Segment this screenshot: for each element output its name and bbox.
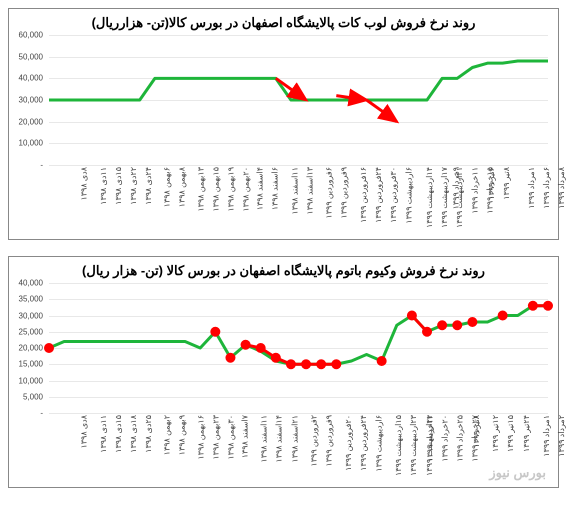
y-tick: 60,000 (19, 31, 43, 40)
y-tick: 35,000 (19, 295, 43, 304)
x-tick: ۸دی ۱۳۹۸ (80, 167, 89, 201)
x-tick: ۲فروردین ۱۳۹۹ (309, 415, 318, 467)
x-tick: ۱۱دی ۱۳۹۸ (99, 415, 108, 453)
x-tick: ۱۳خرداد ۱۳۹۹ (425, 415, 434, 462)
x-tick: ۲۴فروردین ۱۳۹۹ (374, 167, 383, 223)
y-tick: 20,000 (19, 344, 43, 353)
y-tick: 10,000 (19, 376, 43, 385)
x-tick: ۱۷اردیبهشت ۱۳۹۹ (440, 167, 449, 228)
x-tick: ۱۵بهمن ۱۳۹۸ (212, 167, 221, 212)
x-tick: ۲بهمن ۱۳۹۸ (162, 415, 171, 455)
x-tick: ۸بهمن ۱۳۹۸ (177, 167, 186, 207)
x-tick: ۲۴تیر ۱۳۹۹ (522, 415, 531, 452)
x-tick: ۴اسفند ۱۳۹۸ (256, 167, 265, 210)
x-tick: ۱۶بهمن ۱۳۹۸ (196, 415, 205, 460)
x-tick: ۶مرداد ۱۳۹۹ (541, 167, 550, 209)
y-tick: - (40, 409, 43, 418)
x-tick: ۷اسفند ۱۳۹۸ (241, 415, 250, 458)
x-tick: ۹فروردین ۱۳۹۹ (340, 167, 349, 219)
chart-1: روند نرخ فروش لوب کات پالایشگاه اصفهان د… (8, 8, 559, 240)
x-tick: ۱۵تیر ۱۳۹۹ (506, 415, 515, 452)
x-tick: ۶اردیبهشت ۱۳۹۹ (375, 415, 384, 472)
x-tick: ۱۲تیر ۱۳۹۹ (491, 415, 500, 452)
x-tick: ۲۴فروردین ۱۳۹۹ (359, 415, 368, 471)
y-tick: 40,000 (19, 279, 43, 288)
y-tick: 10,000 (19, 139, 43, 148)
y-tick: 40,000 (19, 74, 43, 83)
x-tick: ۲۵دی ۱۳۹۸ (144, 415, 153, 453)
x-tick: ۲۰فروردین ۱۳۹۹ (344, 415, 353, 471)
x-tick: ۲۲دی ۱۳۹۸ (129, 167, 138, 205)
chart-1-plot: -10,00020,00030,00040,00050,00060,000 (49, 35, 548, 165)
x-tick: ۱مرداد ۱۳۹۹ (541, 415, 550, 457)
y-tick: 15,000 (19, 360, 43, 369)
chart-2: روند نرخ فروش وکیوم باتوم پالایشگاه اصفه… (8, 256, 559, 488)
x-tick: ۳۰فروردین ۱۳۹۹ (389, 167, 398, 223)
chart-1-title: روند نرخ فروش لوب کات پالایشگاه اصفهان د… (15, 15, 552, 31)
x-tick: ۲۰خرداد ۱۳۹۹ (441, 415, 450, 462)
x-tick: ۱مرداد ۱۳۹۹ (526, 167, 535, 209)
y-tick: 20,000 (19, 117, 43, 126)
x-tick: ۸تیر ۱۳۹۹ (502, 167, 511, 200)
x-tick: ۸تیر ۱۳۹۹ (472, 415, 481, 448)
x-tick: ۱۶فروردین ۱۳۹۹ (359, 167, 368, 223)
x-tick: ۱۱اسفند ۱۳۹۸ (290, 167, 299, 215)
x-tick: ۸دی ۱۳۹۸ (80, 415, 89, 449)
x-tick: ۱۸دی ۱۳۹۸ (129, 415, 138, 453)
x-tick: ۲۳اردیبهشت ۱۳۹۹ (409, 415, 418, 476)
x-tick: ۱۳اسفند ۱۳۹۸ (305, 167, 314, 215)
x-tick: ۲مرداد ۱۳۹۹ (557, 415, 566, 457)
y-tick: 50,000 (19, 52, 43, 61)
x-tick: ۱۱دی ۱۳۹۸ (99, 167, 108, 205)
x-tick: ۹خرداد ۱۳۹۹ (451, 167, 460, 209)
x-tick: ۹بهمن ۱۳۹۸ (177, 415, 186, 455)
x-tick: ۱۱خرداد ۱۳۹۹ (471, 167, 480, 214)
y-tick: 25,000 (19, 327, 43, 336)
x-tick: ۱۵اردیبهشت ۱۳۹۹ (394, 415, 403, 476)
y-tick: - (40, 161, 43, 170)
chart-2-title: روند نرخ فروش وکیوم باتوم پالایشگاه اصفه… (15, 263, 552, 279)
chart-2-plot: -5,00010,00015,00020,00025,00030,00035,0… (49, 283, 548, 413)
x-tick: ۸مرداد ۱۳۹۹ (557, 167, 566, 209)
x-tick: ۶تیر ۱۳۹۹ (487, 167, 496, 200)
y-tick: 30,000 (19, 96, 43, 105)
x-tick: ۶اسفند ۱۳۹۸ (271, 167, 280, 210)
x-tick: ۶بهمن ۱۳۹۸ (162, 167, 171, 207)
x-tick: ۱۴اسفند ۱۳۹۸ (275, 415, 284, 463)
x-tick: ۱۱اسفند ۱۳۹۸ (260, 415, 269, 463)
y-tick: 30,000 (19, 311, 43, 320)
x-tick: ۶فروردین ۱۳۹۹ (324, 167, 333, 219)
x-tick: ۱۹بهمن ۱۳۹۸ (227, 167, 236, 212)
x-tick: ۲۳بهمن ۱۳۹۸ (212, 415, 221, 460)
x-tick: ۲۵خرداد ۱۳۹۹ (456, 415, 465, 462)
y-tick: 5,000 (23, 392, 43, 401)
x-tick: ۱۵دی ۱۳۹۸ (114, 167, 123, 205)
x-tick: ۱۵دی ۱۳۹۸ (114, 415, 123, 453)
x-tick: ۳۰بهمن ۱۳۹۸ (227, 415, 236, 460)
x-tick: ۹فروردین ۱۳۹۹ (324, 415, 333, 467)
x-tick: ۲۱اسفند ۱۳۹۸ (290, 415, 299, 463)
chart-2-xaxis: ۸دی ۱۳۹۸ ۱۱دی ۱۳۹۸ ۱۵دی ۱۳۹۸ ۱۸دی ۱۳۹۸ ۲۵دی … (49, 413, 548, 483)
x-tick: ۱۳بهمن ۱۳۹۸ (196, 167, 205, 212)
x-tick: ۱۴اردیبهشت ۱۳۹۹ (425, 167, 434, 228)
x-tick: ۶اردیبهشت ۱۳۹۹ (405, 167, 414, 224)
x-tick: ۲۰بهمن ۱۳۹۸ (242, 167, 251, 212)
chart-1-xaxis: ۸دی ۱۳۹۸ ۱۱دی ۱۳۹۸ ۱۵دی ۱۳۹۸ ۲۲دی ۱۳۹۸ ۲۴دی … (49, 165, 548, 235)
watermark: بورس نیوز (489, 465, 546, 481)
x-tick: ۲۴دی ۱۳۹۸ (144, 167, 153, 205)
